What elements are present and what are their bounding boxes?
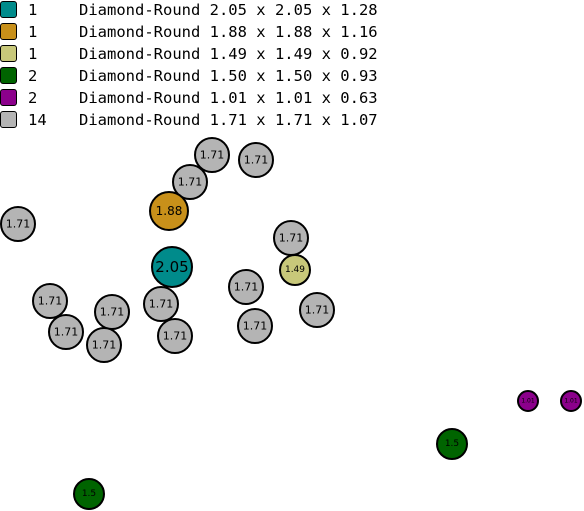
stone-size-label: 1.71 — [178, 176, 203, 189]
stone-size-label: 1.71 — [163, 330, 188, 343]
stone-size-label: 1.71 — [149, 298, 174, 311]
stone-circle — [73, 478, 105, 510]
stone-size-label: 1.88 — [156, 204, 183, 218]
stone-circle — [86, 327, 122, 363]
stone-size-label: 1.71 — [92, 339, 117, 352]
stone: 1.71 — [299, 292, 335, 328]
stone: 1.71 — [143, 286, 179, 322]
stone-size-label: 1.71 — [243, 320, 268, 333]
stone: 2.05 — [151, 246, 193, 288]
stone-circle — [149, 191, 189, 231]
legend-description: Diamond-Round 1.71 x 1.71 x 1.07 — [79, 111, 378, 129]
stone-size-label: 1.71 — [200, 149, 225, 162]
legend-description: Diamond-Round 1.01 x 1.01 x 0.63 — [79, 89, 378, 107]
stone-size-label: 1.71 — [100, 306, 125, 319]
stone-circle — [48, 314, 84, 350]
legend-count: 2 — [28, 67, 38, 85]
legend-count: 1 — [28, 23, 38, 41]
stone-size-label: 1.71 — [234, 281, 259, 294]
stone-size-label: 1.01 — [564, 398, 578, 405]
stone-size-label: 2.05 — [155, 258, 188, 276]
stone: 1.71 — [157, 318, 193, 354]
stone-circle — [194, 137, 230, 173]
stone-circle — [228, 269, 264, 305]
stone-circle — [237, 308, 273, 344]
stone: 1.71 — [86, 327, 122, 363]
stone: 1.5 — [436, 428, 468, 460]
stone-circle — [0, 206, 36, 242]
stone-circle — [157, 318, 193, 354]
stone-circle — [32, 283, 68, 319]
legend-count: 2 — [28, 89, 38, 107]
stone: 1.71 — [48, 314, 84, 350]
stone-size-label: 1.49 — [285, 265, 305, 275]
stone-size-label: 1.01 — [521, 398, 535, 405]
legend-description: Diamond-Round 1.50 x 1.50 x 0.93 — [79, 67, 378, 85]
stone: 1.71 — [0, 206, 36, 242]
stone-size-label: 1.71 — [305, 304, 330, 317]
stone-size-label: 1.71 — [279, 232, 304, 245]
stone: 1.71 — [237, 308, 273, 344]
stone-size-label: 1.71 — [54, 326, 79, 339]
stone: 1.5 — [73, 478, 105, 510]
stone: 1.71 — [194, 137, 230, 173]
legend-swatch — [0, 111, 17, 128]
stone-circle — [279, 254, 311, 286]
stone: 1.71 — [94, 294, 130, 330]
legend-swatch — [0, 67, 17, 84]
legend-count: 1 — [28, 45, 38, 63]
stone: 1.88 — [149, 191, 189, 231]
legend-swatch — [0, 23, 17, 40]
legend-description: Diamond-Round 1.49 x 1.49 x 0.92 — [79, 45, 378, 63]
stone-circle — [172, 164, 208, 200]
stone: 1.71 — [273, 220, 309, 256]
legend-swatch — [0, 1, 17, 18]
stone-size-label: 1.71 — [6, 218, 31, 231]
stone: 1.71 — [32, 283, 68, 319]
stone: 1.71 — [172, 164, 208, 200]
stone-size-label: 1.71 — [38, 295, 63, 308]
stone: 1.71 — [228, 269, 264, 305]
legend-swatch — [0, 89, 17, 106]
legend-swatch — [0, 45, 17, 62]
stone-circle — [560, 390, 582, 412]
legend-description: Diamond-Round 2.05 x 2.05 x 1.28 — [79, 1, 378, 19]
stone-size-label: 1.5 — [82, 489, 96, 499]
stone-circle — [151, 246, 193, 288]
legend-count: 1 — [28, 1, 38, 19]
stone: 1.71 — [238, 142, 274, 178]
stone-size-label: 1.5 — [445, 439, 459, 449]
stone: 1.01 — [517, 390, 539, 412]
stone-size-label: 1.71 — [244, 154, 269, 167]
stone-circle — [238, 142, 274, 178]
legend-count: 14 — [28, 111, 47, 129]
stone: 1.01 — [560, 390, 582, 412]
stone-circle — [436, 428, 468, 460]
stone-circle — [143, 286, 179, 322]
stone: 1.49 — [279, 254, 311, 286]
stone-circle — [517, 390, 539, 412]
stone-circle — [299, 292, 335, 328]
legend-description: Diamond-Round 1.88 x 1.88 x 1.16 — [79, 23, 378, 41]
